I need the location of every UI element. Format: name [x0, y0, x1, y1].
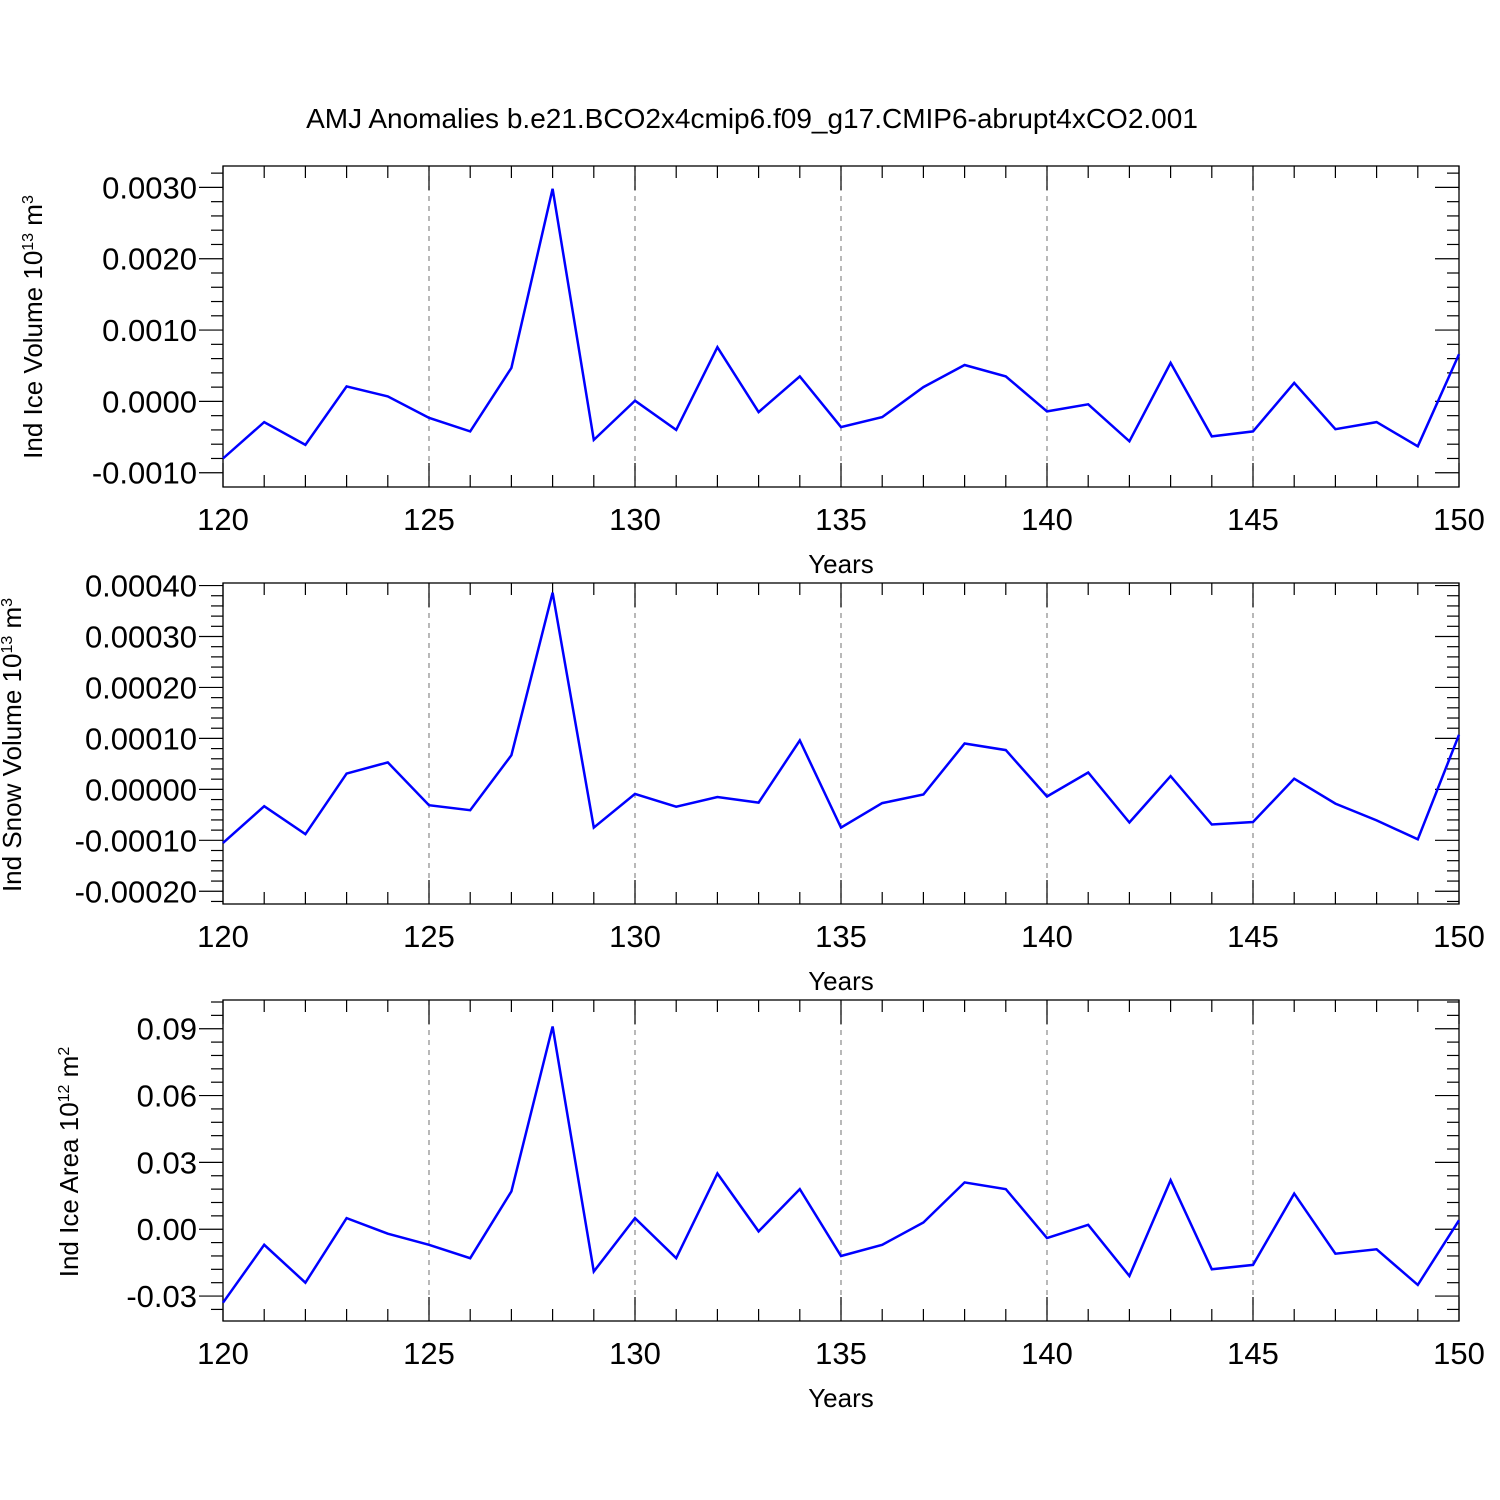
x-tick-label: 130 [609, 1336, 661, 1371]
x-tick-label: 135 [815, 1336, 867, 1371]
panel-ice-volume: -0.0010 0.0000 0.0010 0.0020 0.0030 120 125 130… [18, 165, 1485, 579]
figure-title: AMJ Anomalies b.e21.BCO2x4cmip6.f09_g17.… [306, 103, 1198, 134]
y-tick-label: 0.00040 [85, 569, 197, 604]
x-axis-label: Years [808, 966, 874, 996]
y-tick-label: 0.09 [137, 1012, 197, 1047]
x-tick-label: 135 [815, 502, 867, 537]
y-tick-label: -0.00010 [75, 823, 197, 858]
x-tick-label: 150 [1433, 1336, 1485, 1371]
y-tick-label: 0.0000 [102, 384, 197, 419]
x-tick-label: 140 [1021, 1336, 1073, 1371]
y-tick-label: 0.0010 [102, 313, 197, 348]
y-tick-label: -0.03 [126, 1279, 197, 1314]
panel-ice-area: -0.03 0.00 0.03 0.06 0.09 120 125 130 135 140 145 1… [54, 999, 1485, 1413]
y-tick-label: -0.00020 [75, 874, 197, 909]
x-tick-label: 150 [1433, 502, 1485, 537]
y-tick-label: 0.00020 [85, 670, 197, 705]
x-tick-label: 145 [1227, 502, 1279, 537]
y-axis-label: Ind Ice Area 1012 m2 [54, 1047, 84, 1278]
x-axis-label: Years [808, 1383, 874, 1413]
x-tick-label: 120 [197, 919, 249, 954]
y-axis-label: Ind Ice Volume 1013 m3 [18, 195, 48, 459]
y-tick-label: 0.03 [137, 1145, 197, 1180]
y-tick-label: 0.00030 [85, 620, 197, 655]
x-tick-label: 130 [609, 502, 661, 537]
x-tick-label: 140 [1021, 919, 1073, 954]
x-tick-label: 140 [1021, 502, 1073, 537]
y-tick-label: 0.06 [137, 1079, 197, 1114]
y-tick-label: 0.00000 [85, 772, 197, 807]
y-tick-label: 0.0020 [102, 242, 197, 277]
x-axis-label: Years [808, 549, 874, 579]
x-tick-label: 125 [403, 919, 455, 954]
x-tick-label: 145 [1227, 1336, 1279, 1371]
x-tick-label: 150 [1433, 919, 1485, 954]
x-tick-label: 125 [403, 1336, 455, 1371]
y-tick-label: 0.0030 [102, 170, 197, 205]
x-tick-label: 145 [1227, 919, 1279, 954]
y-tick-label: 0.00 [137, 1212, 197, 1247]
x-tick-label: 135 [815, 919, 867, 954]
y-tick-label: 0.00010 [85, 721, 197, 756]
x-tick-label: 125 [403, 502, 455, 537]
panel-snow-volume: -0.00020 -0.00010 0.00000 0.00010 0.00020 0.0… [0, 569, 1485, 996]
x-tick-label: 120 [197, 1336, 249, 1371]
y-axis-label: Ind Snow Volume 1013 m3 [0, 598, 27, 892]
x-tick-label: 120 [197, 502, 249, 537]
y-tick-label: -0.0010 [92, 456, 197, 491]
x-tick-label: 130 [609, 919, 661, 954]
